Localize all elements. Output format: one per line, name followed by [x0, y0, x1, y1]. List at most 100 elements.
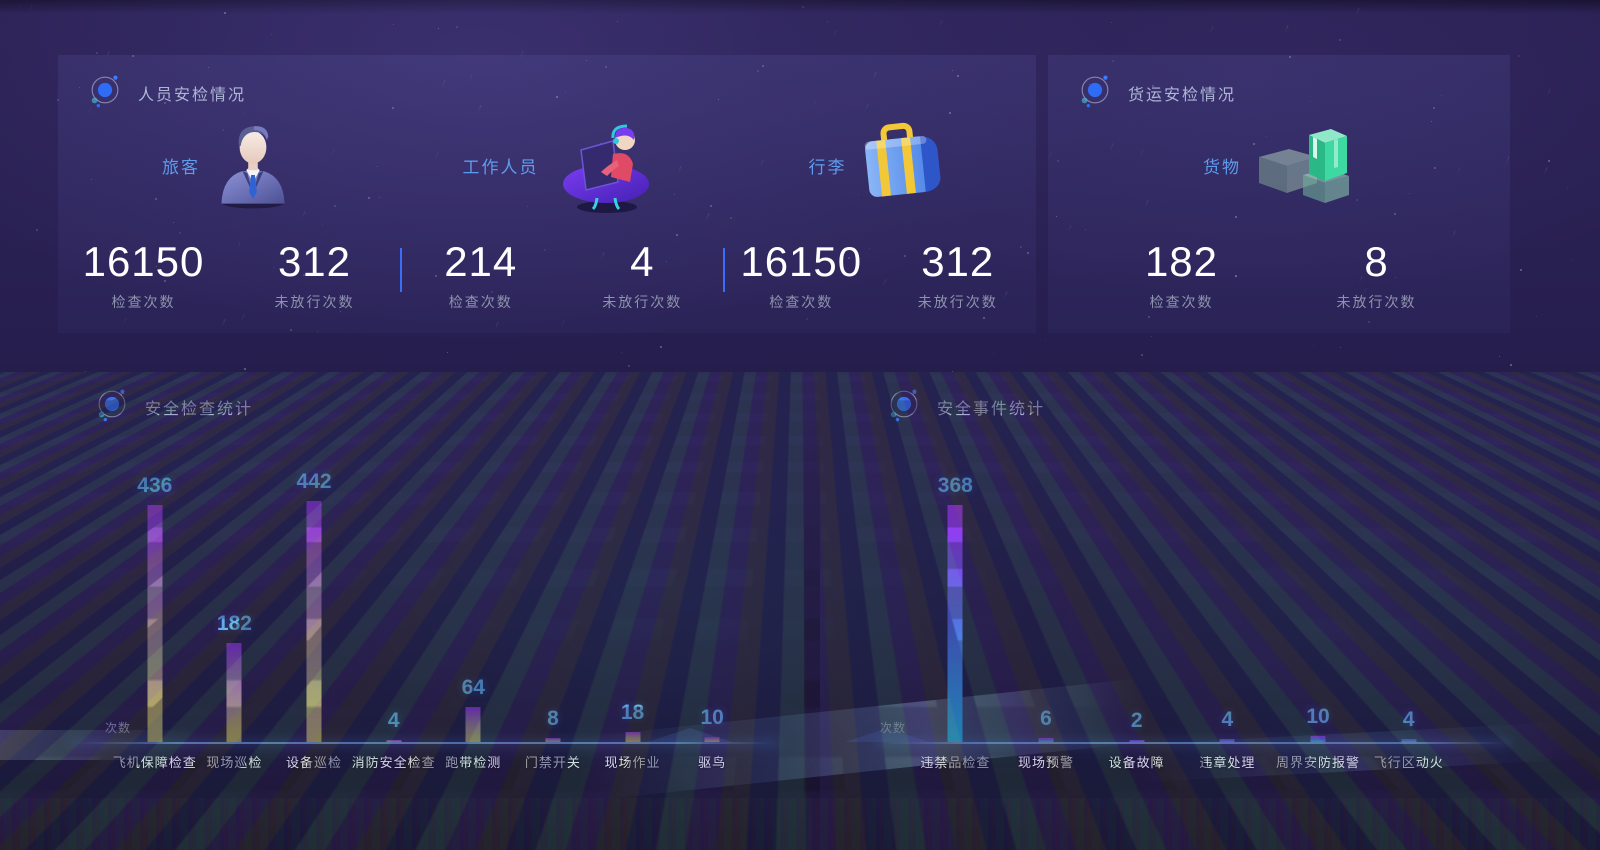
chart-title: 安全检查统计 — [145, 395, 253, 419]
bar-value-label: 64 — [462, 676, 485, 700]
stat-group-1: 货物 182 检查次数 8 未放行次数 — [1048, 55, 1510, 333]
stats-row: 16150 检查次数 312 未放行次数 — [58, 239, 400, 312]
stats-row: 182 检查次数 8 未放行次数 — [1048, 239, 1510, 312]
bar-column: 18 现场作业 — [593, 497, 673, 742]
bar-series: 368 违禁品检查 6 现场预警 2 设备故障 4 违章处理 10 周界安防报警 4 飞行区动火 — [910, 497, 1454, 742]
bar — [1311, 736, 1326, 742]
vertical-divider — [400, 248, 402, 292]
stat-label: 未放行次数 — [1279, 292, 1474, 312]
bar — [307, 501, 322, 742]
bar-value-label: 368 — [938, 474, 973, 498]
x-axis-line — [876, 742, 1510, 744]
bar-column: 4 消防安全检查 — [354, 497, 434, 742]
stats-row: 214 检查次数 4 未放行次数 — [400, 239, 723, 312]
bar-value-label: 436 — [137, 474, 172, 498]
stat: 8 未放行次数 — [1279, 239, 1474, 312]
bar — [227, 643, 242, 742]
bar-value-label: 4 — [388, 709, 400, 733]
bar-category-label: 飞行区动火 — [1318, 752, 1499, 771]
figure-row: 工作人员 — [400, 95, 723, 235]
bar — [386, 740, 401, 742]
stat-label: 检查次数 — [723, 292, 880, 312]
personnel-groups: 旅客 16150 检查次数 312 未放行次数 工作人员 214 检查次数 4 未放行次数 行李 16… — [58, 55, 1036, 333]
vertical-divider — [723, 248, 725, 292]
bar — [147, 505, 162, 742]
stat-group-3: 行李 16150 检查次数 312 未放行次数 — [723, 55, 1036, 333]
group-label: 工作人员 — [463, 153, 539, 178]
staff-desk-icon — [549, 110, 661, 221]
bar-value-label: 18 — [621, 701, 644, 725]
floor-seam — [804, 385, 820, 850]
suitcase-icon — [857, 122, 951, 209]
bar — [545, 738, 560, 742]
bar — [466, 707, 481, 742]
stat-label: 检查次数 — [1084, 292, 1279, 312]
bar-column: 10 周界安防报警 — [1273, 497, 1364, 742]
bar-column: 8 门禁开关 — [513, 497, 593, 742]
stat-value: 4 — [562, 239, 724, 285]
figure-row: 货物 — [1048, 95, 1510, 235]
x-axis-line — [70, 742, 780, 744]
stat-value: 312 — [880, 239, 1037, 285]
bar-column: 368 违禁品检查 — [910, 497, 1001, 742]
stat: 4 未放行次数 — [562, 239, 724, 312]
bar-category-label: 驱鸟 — [633, 752, 792, 771]
stat-value: 214 — [400, 239, 562, 285]
bar-column: 442 设备巡检 — [274, 497, 354, 742]
chart-header: 安全事件统计 — [885, 385, 1045, 428]
bar — [705, 737, 720, 742]
stat: 312 未放行次数 — [880, 239, 1037, 312]
stat-label: 未放行次数 — [880, 292, 1037, 312]
stat-label: 检查次数 — [400, 292, 562, 312]
stats-row: 16150 检查次数 312 未放行次数 — [723, 239, 1036, 312]
figure-row: 旅客 — [58, 95, 400, 235]
stat-label: 检查次数 — [58, 292, 229, 312]
stat-value: 8 — [1279, 239, 1474, 285]
bottom-led-band — [0, 798, 1600, 850]
bar — [1220, 739, 1235, 742]
security-check-chart: 安全检查统计 次数 436 飞机保障检查 182 现场巡检 442 设备巡检 4 消防安全检查… — [58, 373, 798, 793]
stat: 214 检查次数 — [400, 239, 562, 312]
bar-value-label: 10 — [701, 706, 724, 730]
stat-group-2: 工作人员 214 检查次数 4 未放行次数 — [400, 55, 723, 333]
orbit-icon — [93, 385, 131, 428]
bar-value-label: 4 — [1222, 708, 1234, 732]
group-label: 货物 — [1203, 153, 1241, 178]
bar-column: 4 飞行区动火 — [1363, 497, 1454, 742]
boxes-icon — [1251, 119, 1355, 212]
stat-value: 182 — [1084, 239, 1279, 285]
group-label: 旅客 — [162, 153, 200, 178]
stat-group-1: 旅客 16150 检查次数 312 未放行次数 — [58, 55, 400, 333]
security-dashboard: 人员安检情况 旅客 16150 检查次数 312 未放行次数 工作人员 214 检查次数 4 未放… — [0, 0, 1600, 850]
orbit-icon — [885, 385, 923, 428]
bar-column: 2 设备故障 — [1091, 497, 1182, 742]
bar — [948, 505, 963, 742]
group-label: 行李 — [809, 153, 847, 178]
panel-cargo-security: 货运安检情况 货物 182 检查次数 8 未放行次数 — [1048, 55, 1510, 333]
bar-column: 182 现场巡检 — [195, 497, 275, 742]
stat: 182 检查次数 — [1084, 239, 1279, 312]
chart-header: 安全检查统计 — [93, 385, 253, 428]
stat-label: 未放行次数 — [229, 292, 400, 312]
bar-column: 6 现场预警 — [1001, 497, 1092, 742]
stat-value: 16150 — [58, 239, 229, 285]
stat-value: 312 — [229, 239, 400, 285]
bar — [1039, 738, 1054, 742]
bar-column: 64 跑带检测 — [434, 497, 514, 742]
bar-column: 436 飞机保障检查 — [115, 497, 195, 742]
stat-value: 16150 — [723, 239, 880, 285]
bar-value-label: 6 — [1040, 707, 1052, 731]
stat: 16150 检查次数 — [723, 239, 880, 312]
bar-value-label: 442 — [297, 470, 332, 494]
businessman-icon — [210, 116, 296, 215]
bar — [625, 732, 640, 742]
bar-value-label: 4 — [1403, 708, 1415, 732]
bar-value-label: 182 — [217, 612, 252, 636]
bar-value-label: 8 — [547, 707, 559, 731]
figure-row: 行李 — [723, 95, 1036, 235]
stat: 312 未放行次数 — [229, 239, 400, 312]
bar-column: 4 违章处理 — [1182, 497, 1273, 742]
stat: 16150 检查次数 — [58, 239, 229, 312]
security-event-chart: 安全事件统计 次数 368 违禁品检查 6 现场预警 2 设备故障 4 违章处理 10 周界安防报… — [850, 373, 1540, 793]
stat-label: 未放行次数 — [562, 292, 724, 312]
